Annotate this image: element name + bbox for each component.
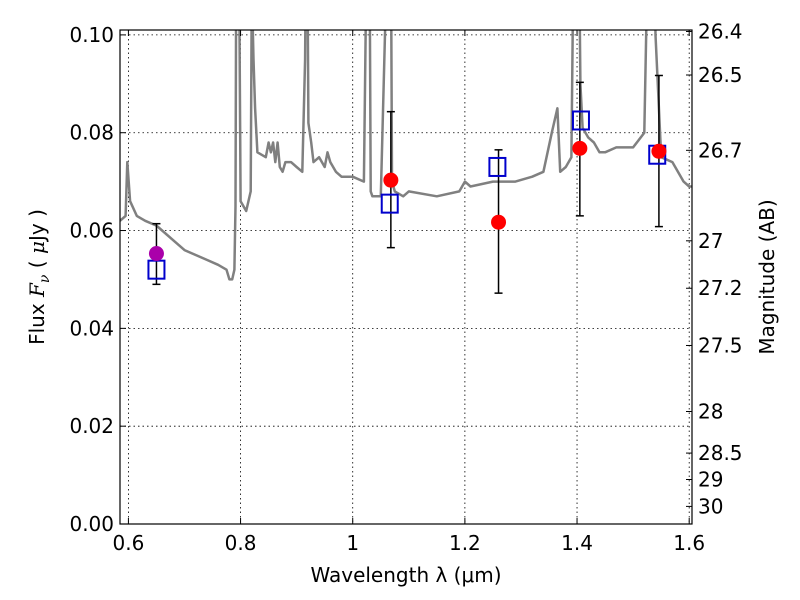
y-axis-ticks: 0.00 0.02 0.04 0.06 0.08 0.10 bbox=[69, 23, 126, 536]
model-photometry-square bbox=[488, 156, 507, 177]
observed-photometry-point bbox=[148, 246, 164, 262]
y-tick-label: 0.00 bbox=[69, 512, 114, 536]
magnitude-tick-label: 29 bbox=[698, 467, 723, 491]
y-tick-label: 0.10 bbox=[69, 23, 114, 47]
y-tick-label: 0.06 bbox=[69, 219, 114, 243]
x-axis-ticks: 0.6 0.8 1 1.2 1.4 1.6 bbox=[113, 30, 705, 555]
x-tick-label: 1.2 bbox=[449, 531, 481, 555]
y-tick-label: 0.02 bbox=[69, 414, 114, 438]
x-tick-label: 1.4 bbox=[561, 531, 593, 555]
magnitude-tick-label: 26.4 bbox=[698, 19, 743, 43]
magnitude-tick-label: 30 bbox=[698, 494, 723, 518]
x-tick-label: 1.6 bbox=[673, 531, 705, 555]
magnitude-tick-label: 28.5 bbox=[698, 441, 743, 465]
magnitude-tick-label: 26.5 bbox=[698, 63, 743, 87]
observed-photometry-point bbox=[651, 143, 667, 159]
model-photometry-square bbox=[571, 110, 590, 131]
x-axis-title: Wavelength λ (μm) bbox=[310, 563, 501, 587]
observed-photometry-point bbox=[383, 172, 399, 188]
magnitude-tick-label: 27.5 bbox=[698, 333, 743, 357]
magnitude-tick-label: 27.2 bbox=[698, 276, 743, 300]
magnitude-tick-label: 26.7 bbox=[698, 138, 743, 162]
marker-layer bbox=[147, 110, 667, 280]
model-photometry-square bbox=[380, 193, 399, 214]
plot-frame bbox=[119, 29, 693, 525]
magnitude-tick-label: 28 bbox=[698, 400, 723, 424]
y-axis-title: Flux Fν ( μJy ) bbox=[25, 209, 53, 345]
observed-photometry-point bbox=[491, 214, 507, 230]
y-tick-label: 0.04 bbox=[69, 316, 114, 340]
spectrum-layer bbox=[120, 30, 692, 281]
spectrum-line bbox=[120, 30, 692, 281]
x-tick-label: 0.6 bbox=[113, 531, 145, 555]
magnitude-axis-ticks: 26.4 26.5 26.7 27 27.2 27.5 28 28.529 30 bbox=[686, 19, 743, 518]
observed-photometry-point bbox=[572, 140, 588, 156]
y-tick-label: 0.08 bbox=[69, 121, 114, 145]
magnitude-tick-label: 27 bbox=[698, 229, 723, 253]
plot-area bbox=[120, 30, 692, 524]
x-tick-label: 0.8 bbox=[225, 531, 257, 555]
y2-axis-title: Magnitude (AB) bbox=[755, 199, 779, 354]
x-tick-label: 1 bbox=[346, 531, 359, 555]
